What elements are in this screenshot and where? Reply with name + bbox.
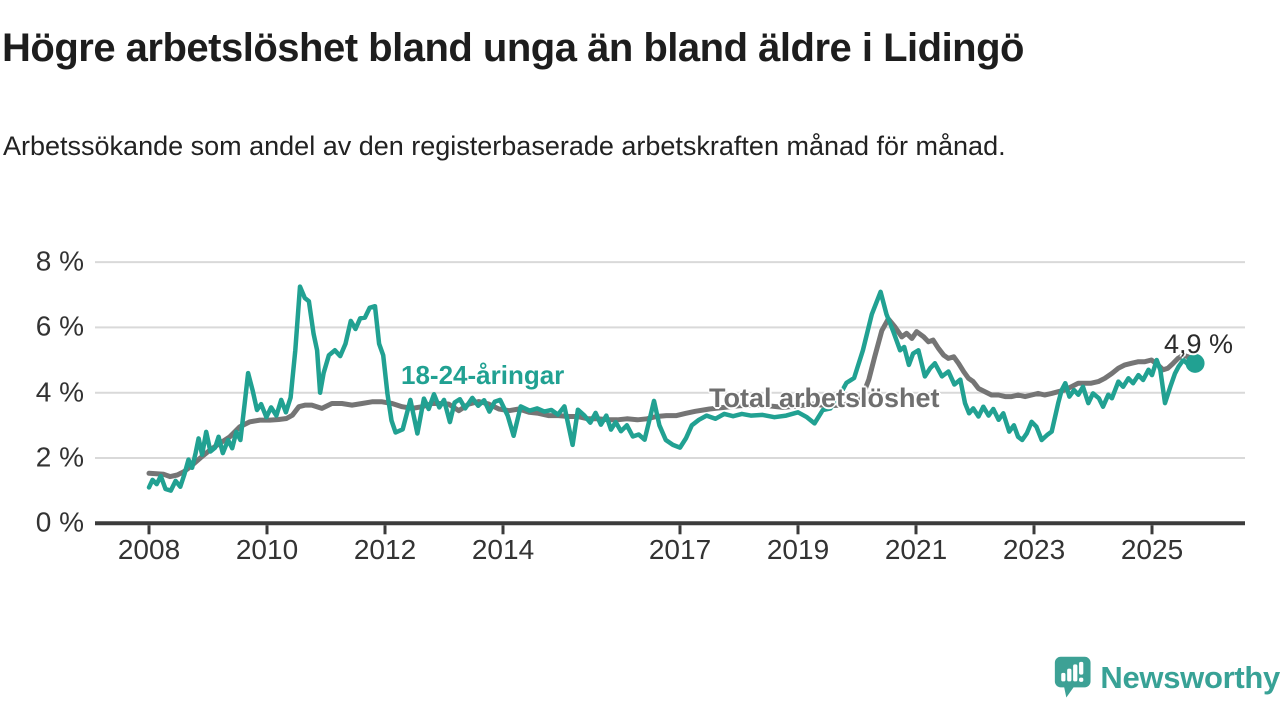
latest-value-annotation: 4,9 % (1164, 329, 1234, 359)
x-tick-label: 2021 (884, 534, 948, 565)
x-tick-label: 2008 (117, 534, 181, 565)
y-tick-label: 0 % (35, 506, 84, 538)
series-line (146, 284, 1198, 493)
series-end-dot (1185, 353, 1205, 373)
x-tick-label: 2025 (1120, 534, 1184, 565)
x-tick-label: 2010 (235, 534, 299, 565)
chart-title: Högre arbetslöshet bland unga än bland ä… (2, 26, 1024, 70)
x-tick-label: 2014 (471, 534, 535, 565)
x-tick-label: 2019 (766, 534, 830, 565)
y-tick-label: 6 % (35, 310, 84, 342)
newsworthy-bubble-chart-icon (1054, 656, 1091, 698)
y-tick-label: 4 % (35, 376, 84, 408)
newsworthy-logo-text: Newsworthy (1100, 660, 1280, 695)
y-tick-label: 2 % (35, 441, 84, 473)
series-label-18-24: 18-24-åringar (401, 360, 565, 390)
x-tick-label: 2012 (353, 534, 417, 565)
x-tick-label: 2023 (1002, 534, 1066, 565)
series-line (146, 316, 1200, 480)
chart-subtitle: Arbetssökande som andel av den registerb… (3, 131, 1006, 161)
series-label-total: Total arbetslöshet (709, 383, 940, 413)
newsworthy-logo: Newsworthy (1054, 652, 1280, 704)
x-tick-label: 2017 (648, 534, 712, 565)
y-tick-label: 8 % (35, 245, 84, 277)
